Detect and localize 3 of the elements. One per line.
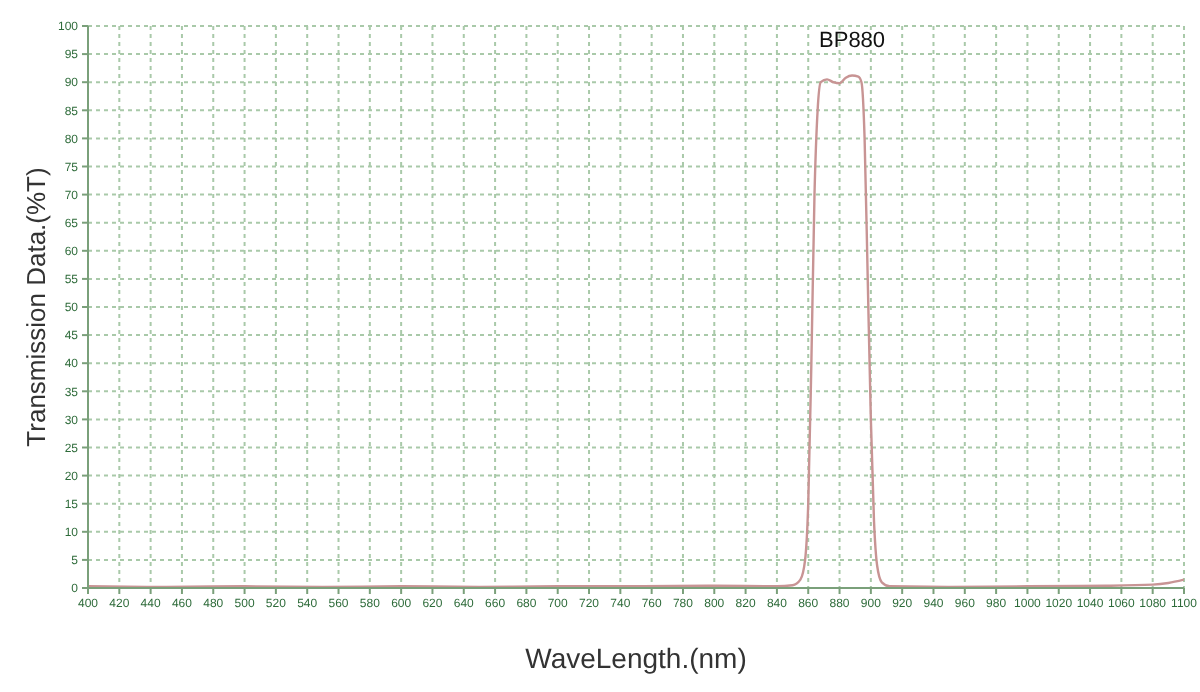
y-axis-title: Transmission Data.(%T) — [21, 167, 52, 447]
series-label: BP880 — [819, 29, 886, 54]
x-axis-title: WaveLength.(nm) — [525, 642, 747, 674]
